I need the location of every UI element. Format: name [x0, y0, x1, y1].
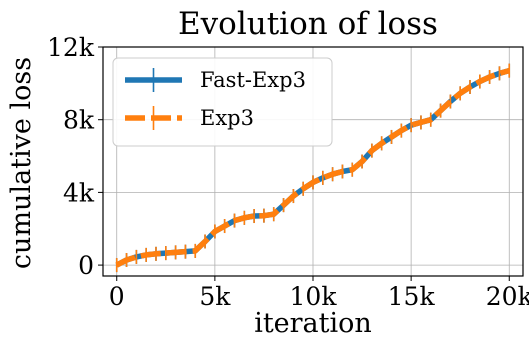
x-tick-label: 5k	[199, 282, 231, 311]
x-axis-label: iteration	[254, 308, 372, 338]
y-tick-label: 12k	[47, 33, 95, 62]
y-axis-label: cumulative loss	[6, 57, 37, 269]
axis-ticks: 0 5k 10k 15k 20k 0 4k 8k 12k	[47, 33, 529, 311]
legend-label-fast-exp3: Fast-Exp3	[200, 68, 306, 92]
x-tick-label: 20k	[486, 282, 529, 311]
y-tick-label: 4k	[63, 178, 95, 207]
y-tick-label: 0	[78, 251, 94, 280]
y-tick-label: 8k	[63, 106, 95, 135]
x-tick-label: 0	[109, 282, 125, 311]
series-exp3	[115, 63, 511, 273]
chart-title: Evolution of loss	[178, 6, 438, 42]
legend-keys	[125, 68, 182, 130]
legend: Fast-Exp3 Exp3	[112, 57, 333, 147]
series-layer	[115, 63, 511, 273]
legend-label-exp3: Exp3	[200, 106, 254, 130]
x-tick-label: 15k	[388, 282, 436, 311]
x-tick-label: 10k	[290, 282, 338, 311]
